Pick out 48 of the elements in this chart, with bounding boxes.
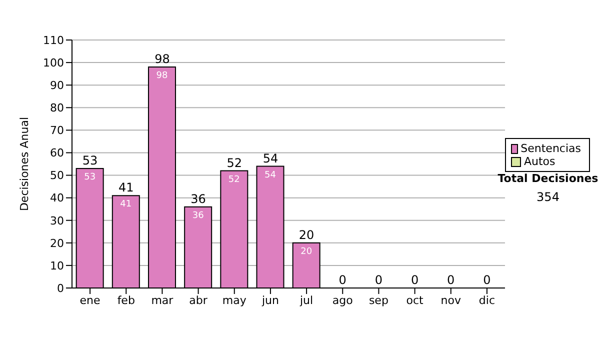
total-label: 41 xyxy=(118,180,134,195)
data-label: 36 xyxy=(192,210,204,221)
total-label: 52 xyxy=(226,156,242,170)
y-tick-label: 70 xyxy=(50,124,64,138)
x-tick-label: jul xyxy=(298,294,314,307)
x-tick-label: abr xyxy=(189,294,208,307)
total-label: 20 xyxy=(298,228,314,242)
data-label: 41 xyxy=(120,200,132,210)
total-label: 0 xyxy=(447,273,455,287)
y-tick-label: 80 xyxy=(50,102,64,115)
x-tick-label: ago xyxy=(332,294,354,307)
x-tick-label: oct xyxy=(406,294,424,307)
y-tick-label: 10 xyxy=(50,259,64,272)
legend-label: Sentencias xyxy=(520,142,581,155)
text: 354 xyxy=(536,190,560,204)
y-tick-label: 0 xyxy=(57,282,64,295)
x-tick-label: may xyxy=(222,294,247,307)
y-tick-label: 90 xyxy=(50,78,64,92)
annotation: Total Decisiones xyxy=(496,172,600,185)
y-tick-label: 100 xyxy=(43,56,64,70)
x-tick-label: feb xyxy=(117,294,135,307)
data-label: 98 xyxy=(156,71,168,82)
total-label: 54 xyxy=(262,151,278,166)
y-tick-label: 40 xyxy=(50,192,64,205)
y-tick-label: 60 xyxy=(50,146,64,160)
total-label: 0 xyxy=(410,273,419,287)
x-tick-label: mar xyxy=(151,294,174,307)
total-label: 0 xyxy=(374,273,383,287)
total-label: 36 xyxy=(190,192,206,206)
data-label: 53 xyxy=(84,172,96,183)
x-tick-label: jun xyxy=(260,294,279,307)
total-label: 0 xyxy=(338,273,346,287)
data-label: 20 xyxy=(300,246,312,257)
total-label: 98 xyxy=(154,52,170,66)
x-tick-label: ene xyxy=(80,294,101,307)
x-tick-label: sep xyxy=(368,294,388,307)
total-label: 0 xyxy=(483,273,491,287)
legend-label: Autos xyxy=(524,155,556,168)
y-tick-label: 110 xyxy=(43,34,64,47)
x-tick-label: dic xyxy=(478,294,496,307)
x-tick-label: nov xyxy=(440,294,462,307)
data-label: 52 xyxy=(228,174,240,185)
total-label: 53 xyxy=(82,154,98,168)
y-tick-label: 20 xyxy=(50,236,64,250)
y-axis-title: Decisiones Anual xyxy=(18,116,31,212)
y-tick-label: 50 xyxy=(50,169,64,182)
y-tick-label: 30 xyxy=(50,214,64,228)
data-label: 54 xyxy=(264,170,276,180)
